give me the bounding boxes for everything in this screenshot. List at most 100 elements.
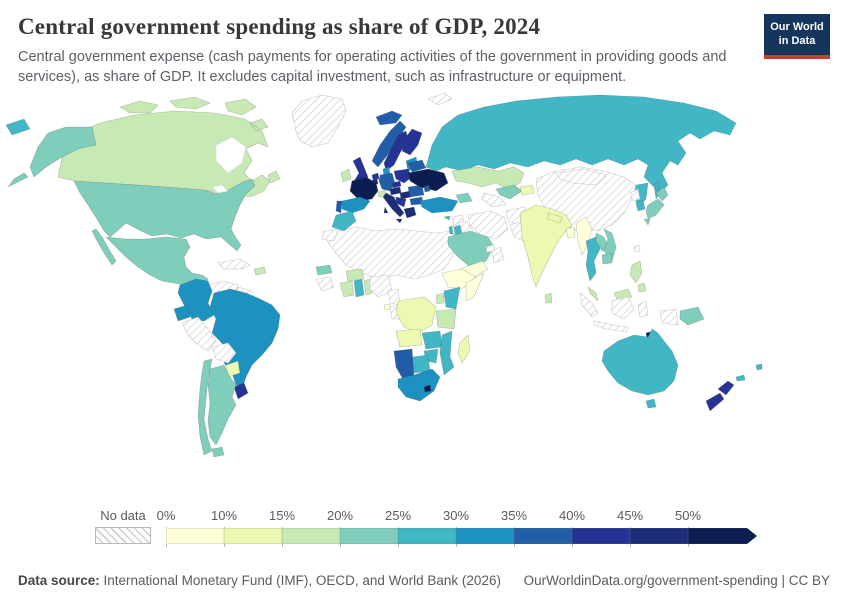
country-france[interactable] — [349, 177, 379, 202]
country-poland[interactable] — [393, 169, 413, 184]
country-israel[interactable] — [448, 226, 454, 235]
country-moldova[interactable] — [423, 185, 431, 193]
country-taiwan[interactable] — [633, 245, 641, 253]
country-lesotho[interactable] — [423, 385, 432, 393]
country-mexico[interactable] — [91, 229, 209, 286]
country-uruguay[interactable] — [233, 383, 249, 400]
country-czechia[interactable] — [391, 181, 402, 189]
country-uae-qatar[interactable] — [485, 245, 496, 253]
legend-bin-45-50%[interactable] — [630, 528, 688, 544]
country-usa[interactable] — [7, 127, 256, 252]
country-norway[interactable] — [371, 121, 407, 168]
country-south-africa[interactable] — [397, 369, 441, 402]
country-north-africa-region[interactable] — [325, 227, 459, 280]
country-greenland[interactable] — [291, 95, 347, 148]
country-south-korea[interactable] — [635, 200, 646, 212]
country-hungary[interactable] — [399, 191, 412, 200]
country-ghana[interactable] — [353, 279, 365, 298]
country-india[interactable] — [519, 205, 573, 288]
owid-link[interactable]: OurWorldinData.org/government-spending |… — [523, 573, 830, 588]
country-guinea-region[interactable] — [315, 277, 335, 292]
country-angola[interactable] — [395, 329, 423, 348]
country-finland[interactable] — [401, 129, 423, 156]
country-romania[interactable] — [407, 185, 425, 198]
legend-bin-0-10%[interactable] — [166, 528, 224, 544]
country-iran[interactable] — [467, 211, 509, 240]
country-cambodia[interactable] — [601, 253, 613, 265]
country-portugal[interactable] — [335, 201, 343, 214]
legend-bin-10-15%[interactable] — [224, 528, 282, 544]
legend-bin-35-40%[interactable] — [514, 528, 572, 544]
country-ireland[interactable] — [340, 169, 352, 183]
country-belarus[interactable] — [407, 160, 427, 173]
country-malaysia[interactable] — [587, 287, 633, 302]
country-bolivia[interactable] — [211, 343, 237, 364]
country-north-korea[interactable] — [629, 189, 641, 202]
country-drc[interactable] — [395, 297, 437, 334]
country-sri-lanka[interactable] — [544, 293, 553, 304]
country-ecuador[interactable] — [173, 305, 191, 322]
country-greece[interactable] — [403, 207, 417, 219]
country-new-zealand[interactable] — [705, 381, 735, 412]
country-senegal[interactable] — [315, 265, 333, 276]
country-papua-new-guinea[interactable] — [679, 307, 705, 326]
country-canada[interactable] — [57, 97, 281, 198]
country-western-sahara[interactable] — [321, 229, 339, 242]
country-uganda[interactable] — [435, 293, 445, 305]
legend-bin-15-20%[interactable] — [282, 528, 340, 544]
country-ukraine[interactable] — [407, 169, 449, 192]
country-new-caledonia[interactable] — [735, 375, 746, 382]
country-tanzania[interactable] — [435, 309, 457, 330]
country-italy[interactable] — [382, 193, 405, 224]
country-spain[interactable] — [341, 197, 371, 214]
country-nigeria[interactable] — [369, 275, 393, 298]
country-turkey[interactable] — [419, 197, 459, 214]
legend-bin-30-35%[interactable] — [456, 528, 514, 544]
country-bangladesh[interactable] — [565, 227, 576, 239]
map-legend: No data 0% 10% 15% 20% 25% 30% 35% 40% 45% 50% — [0, 508, 850, 554]
country-jordan[interactable] — [453, 225, 463, 236]
legend-bin-20-25%[interactable] — [340, 528, 398, 544]
legend-bin-40-45%[interactable] — [572, 528, 630, 544]
country-dominican-republic[interactable] — [253, 267, 267, 276]
country-indonesia[interactable] — [579, 293, 679, 333]
country-germany[interactable] — [378, 173, 396, 192]
owid-logo[interactable]: Our World in Data — [764, 14, 830, 59]
country-cuba[interactable] — [217, 259, 251, 270]
country-caucasus[interactable] — [455, 193, 473, 204]
country-zambia[interactable] — [421, 331, 443, 350]
country-brazil[interactable] — [209, 289, 281, 390]
country-mozambique[interactable] — [439, 331, 455, 376]
country-chile[interactable] — [197, 359, 213, 456]
legend-tick-label: 20% — [326, 508, 354, 523]
country-fiji[interactable] — [755, 364, 763, 371]
country-australia[interactable] — [601, 329, 679, 409]
country-ivory-coast[interactable] — [339, 281, 355, 298]
country-japan[interactable] — [643, 187, 669, 226]
country-uzbekistan[interactable] — [495, 185, 523, 200]
legend-no-data-swatch — [95, 527, 151, 544]
country-philippines[interactable] — [629, 261, 647, 293]
header-text: Central government spending as share of … — [18, 14, 738, 87]
legend-tick-label: 35% — [500, 508, 528, 523]
country-turkmenistan[interactable] — [481, 193, 507, 208]
country-iceland[interactable] — [375, 111, 403, 126]
country-balkans[interactable] — [395, 197, 407, 208]
country-morocco[interactable] — [331, 211, 357, 232]
country-mongolia[interactable] — [555, 169, 607, 186]
country-kenya[interactable] — [443, 287, 461, 310]
country-madagascar[interactable] — [457, 335, 471, 364]
legend-no-data[interactable]: No data — [95, 508, 151, 544]
legend-bin-50%+[interactable] — [688, 528, 757, 544]
country-burkina-faso[interactable] — [345, 269, 365, 282]
legend-bin-25-30%[interactable] — [398, 528, 456, 544]
country-netherlands[interactable] — [371, 173, 380, 181]
country-svalbard[interactable] — [427, 93, 453, 106]
country-cyprus[interactable] — [443, 216, 451, 221]
country-saudi-arabia[interactable] — [447, 231, 495, 268]
country-somalia[interactable] — [465, 273, 485, 302]
country-nepal[interactable] — [547, 213, 563, 224]
country-kyrgyzstan-tajikistan[interactable] — [519, 185, 535, 196]
country-argentina[interactable] — [207, 365, 237, 458]
country-peru[interactable] — [181, 317, 217, 352]
